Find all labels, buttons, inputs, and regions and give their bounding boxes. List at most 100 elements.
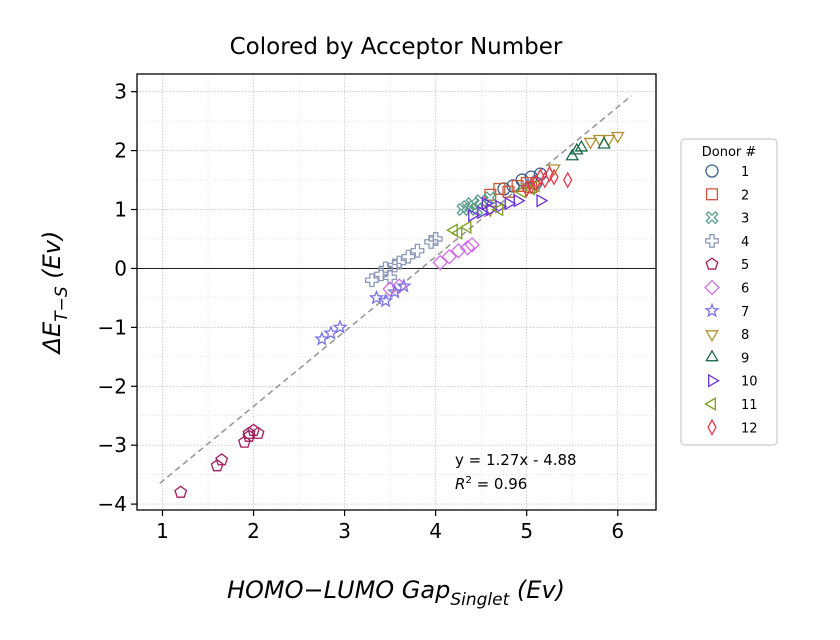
legend-marker-donor-5 [705,257,719,270]
data-point-donor-7 [386,283,403,299]
x-tick-label: 4 [429,519,442,543]
data-point-donor-7 [396,278,412,293]
legend-label-donor-2: 2 [741,188,749,203]
y-axis-label-unit: (Ev) [38,231,66,279]
data-point-donor-3 [483,191,497,205]
data-point-donor-6 [459,239,476,256]
data-point-donor-9 [565,148,580,161]
data-point-donor-11 [459,220,472,235]
data-point-donor-5 [210,459,224,472]
data-point-donor-12 [563,171,573,189]
x-axis-label-subscript: Singlet [450,590,510,610]
y-axis-label-main: ΔE [38,321,66,355]
data-point-donor-6 [432,254,449,271]
data-point-donor-6 [441,248,458,265]
chart-title: Colored by Acceptor Number [230,34,563,60]
fit-r2-value: = 0.96 [472,475,528,493]
y-tick-label: −3 [98,433,127,457]
legend-marker-donor-1 [705,164,719,178]
data-point-donor-10 [513,193,526,208]
grid-lines [137,74,656,510]
data-points [174,131,625,498]
y-tick-label: 3 [114,80,127,104]
legend-label-donor-4: 4 [741,235,749,250]
legend-marker-donor-12 [707,418,717,436]
legend-marker-donor-10 [708,373,720,388]
data-point-donor-4 [364,273,379,288]
legend-label-donor-12: 12 [741,421,758,436]
data-point-donor-4 [401,249,416,264]
data-point-donor-12 [526,177,536,195]
x-tick-label: 3 [338,519,351,543]
x-tick-label: 1 [156,519,169,543]
y-axis-ticks: −4 −3 −2 −1 0 1 2 3 [98,80,137,516]
x-axis-ticks: 1 2 3 4 5 6 [156,510,624,543]
data-point-donor-7 [314,331,330,346]
data-point-donor-5 [251,426,265,439]
data-point-donor-7 [323,325,339,340]
legend-label-donor-8: 8 [741,328,749,343]
fit-r2-prefix: R [455,475,465,493]
fit-annotation: y = 1.27x - 4.88 R2 = 0.96 [455,451,577,493]
legend-marker-donor-9 [705,349,719,362]
data-point-donor-10 [481,196,494,211]
data-point-donor-9 [597,136,611,149]
data-point-donor-4 [392,255,407,270]
data-point-donor-12 [535,168,546,186]
data-point-donor-11 [450,226,463,240]
y-tick-label: 1 [114,198,127,222]
data-point-donor-8 [610,131,625,144]
data-point-donor-10 [536,193,549,208]
data-point-donor-12 [549,168,559,186]
data-point-donor-12 [544,165,555,183]
data-point-donor-4 [410,243,425,258]
y-axis-label-subscript: T−S [52,286,72,322]
data-point-donor-2 [493,182,506,195]
x-axis-label-unit: (Ev) [517,576,565,604]
data-point-donor-10 [468,208,480,223]
y-tick-label: 0 [114,256,127,280]
data-point-donor-6 [391,278,408,294]
fit-equation: y = 1.27x - 4.88 [455,451,577,469]
data-point-donor-9 [574,139,589,152]
plot-frame [136,73,657,511]
y-axis-label: ΔET−S (Ev) [38,231,72,356]
legend-marker-donor-7 [704,302,720,318]
data-point-donor-5 [237,435,251,448]
data-point-donor-10 [504,196,517,211]
legend-label-donor-6: 6 [741,282,749,297]
data-point-donor-5 [174,485,188,498]
data-point-donor-7 [377,292,394,308]
legend-marker-donor-8 [705,330,719,343]
legend-label-donor-11: 11 [741,398,758,413]
legend-label-donor-10: 10 [741,375,758,390]
legend-marker-donor-2 [705,188,719,201]
x-axis-label: HOMO−LUMO GapSinglet (Ev) [227,576,565,610]
data-point-donor-11 [514,184,527,199]
legend-title: Donor # [702,145,757,160]
legend-box [680,138,778,446]
data-point-donor-7 [332,319,348,334]
x-tick-label: 6 [611,519,624,543]
data-point-donor-10 [495,199,508,214]
legend-marker-donor-3 [705,210,719,225]
data-point-donor-6 [464,237,480,253]
data-point-donor-4 [428,232,443,246]
data-point-donor-9 [569,142,584,155]
legend-marker-donor-6 [704,279,720,296]
x-axis-label-main: HOMO−LUMO Gap [227,576,450,604]
legend-label-donor-9: 9 [741,351,749,366]
data-point-donor-11 [491,202,504,217]
y-tick-label: −1 [98,315,127,339]
legend-label-donor-1: 1 [741,165,749,180]
data-point-donor-4 [387,258,402,273]
legend-label-donor-3: 3 [741,212,749,227]
x-tick-label: 5 [520,519,533,543]
fit-r2: R2 = 0.96 [455,475,527,493]
data-point-donor-5 [242,429,256,442]
data-point-donor-7 [368,289,385,305]
y-tick-label: 2 [114,139,127,163]
